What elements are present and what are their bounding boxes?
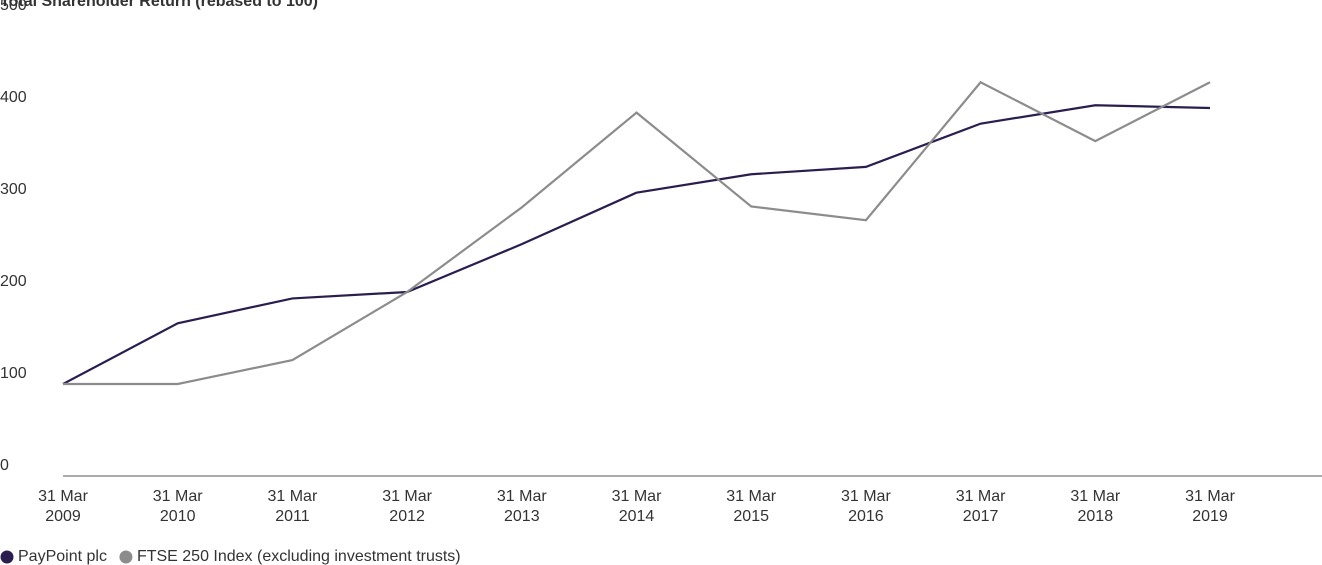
x-tick-label: 31 Mar 2013 — [496, 488, 547, 525]
x-tick-label: 31 Mar 2015 — [726, 488, 777, 525]
x-tick-label: 31 Mar 2009 — [38, 488, 88, 525]
x-tick-label: 31 Mar 2010 — [152, 488, 203, 525]
series-line — [62, 104, 1211, 385]
x-tick-label: 31 Mar 2018 — [1070, 488, 1121, 525]
chart-title: Total Shareholder Return (rebased to 100… — [0, 0, 318, 10]
legend-marker — [0, 550, 14, 564]
x-tick-label: 31 Mar 2019 — [1185, 488, 1235, 525]
y-tick-label: 300 — [0, 181, 27, 198]
y-tick-label: 400 — [0, 89, 27, 106]
y-tick-label: 100 — [0, 365, 27, 382]
x-tick-label: 31 Mar 2012 — [382, 488, 432, 525]
x-tick-label: 31 Mar 2016 — [840, 488, 891, 525]
legend-label: FTSE 250 Index (excluding investment tru… — [137, 548, 461, 565]
y-tick-label: 500 — [0, 0, 27, 14]
y-tick-label: 0 — [0, 457, 9, 474]
x-tick-label: 31 Mar 2014 — [611, 488, 662, 525]
legend-label: PayPoint plc — [18, 548, 107, 565]
x-tick-label: 31 Mar 2017 — [955, 488, 1006, 525]
legend-marker — [119, 550, 133, 564]
y-tick-label: 200 — [0, 273, 27, 290]
x-tick-label: 31 Mar 2011 — [267, 488, 318, 525]
series-line — [63, 80, 1211, 386]
